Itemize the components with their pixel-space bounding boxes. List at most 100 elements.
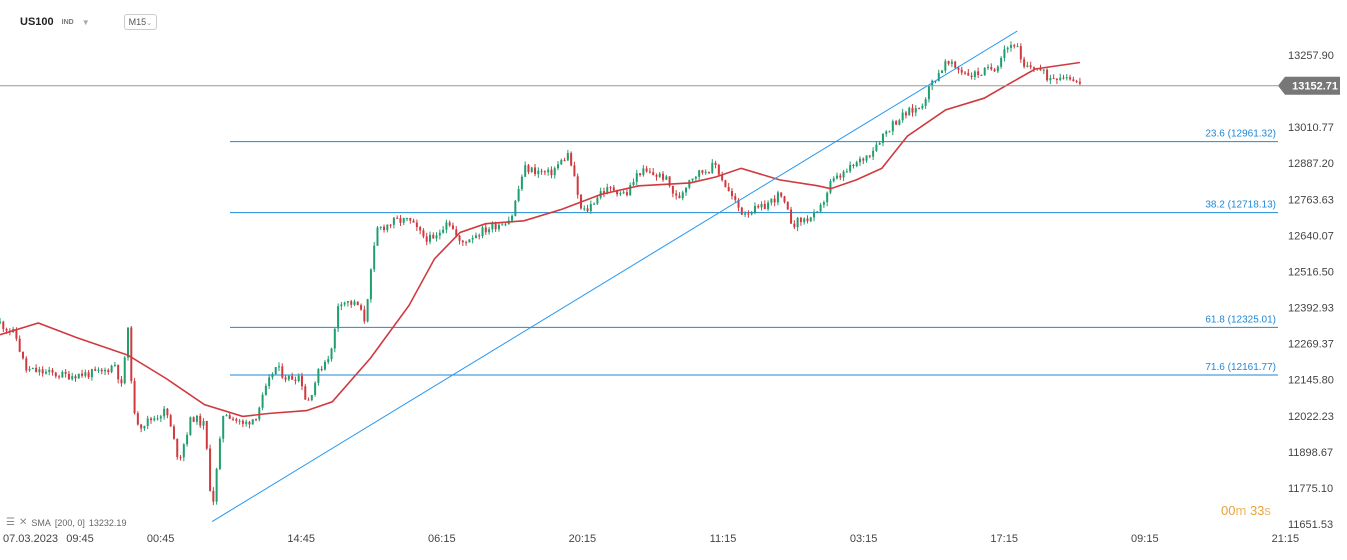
candle-body — [773, 198, 776, 203]
candle-body — [1029, 65, 1032, 68]
candle-body — [904, 112, 907, 116]
y-tick-label: 12269.37 — [1288, 339, 1334, 351]
candle-body — [337, 306, 340, 329]
candle-body — [120, 379, 123, 384]
candle-body — [606, 187, 609, 194]
candle-body — [806, 218, 809, 222]
candle-body — [386, 224, 389, 231]
candle-body — [642, 168, 645, 175]
y-tick-label: 12022.23 — [1288, 411, 1334, 423]
candle-body — [274, 367, 277, 375]
candle-body — [898, 120, 901, 125]
candle-body — [172, 426, 175, 439]
candle-body — [1062, 77, 1065, 79]
indicator-label: SMA — [31, 517, 51, 528]
candle-body — [908, 107, 911, 116]
candle-body — [648, 171, 651, 173]
timeframe-label: M15 — [128, 17, 147, 27]
candle-body — [678, 195, 681, 199]
candle-body — [964, 72, 967, 74]
candle-body — [918, 108, 921, 110]
candle-body — [241, 420, 244, 424]
candle-body — [212, 490, 215, 502]
candle-body — [740, 207, 743, 215]
candle-body — [511, 215, 514, 221]
candle-body — [1069, 77, 1072, 80]
candle-body — [691, 178, 694, 181]
candle-body — [977, 71, 980, 75]
candle-body — [373, 245, 376, 270]
candle-body — [300, 375, 303, 387]
candle-body — [704, 171, 707, 173]
candle-body — [622, 192, 625, 194]
candle-body — [484, 227, 487, 233]
candle-body — [1039, 68, 1042, 71]
candle-body — [127, 327, 130, 358]
candle-body — [294, 379, 297, 382]
candle-body — [287, 375, 290, 380]
candle-body — [215, 468, 218, 502]
y-tick-label: 12392.93 — [1288, 303, 1334, 315]
candle-body — [573, 165, 576, 177]
candle-body — [924, 99, 927, 106]
symbol-name[interactable]: US100 — [20, 16, 54, 28]
y-tick-label: 12516.50 — [1288, 266, 1334, 278]
x-tick-label: 11:15 — [710, 533, 737, 545]
candle-body — [67, 373, 70, 380]
candle-body — [767, 202, 770, 210]
candle-body — [671, 185, 674, 194]
chevron-down-icon[interactable]: ▼ — [81, 17, 90, 27]
candle-body — [458, 235, 461, 241]
candle-body — [504, 224, 507, 226]
candle-body — [90, 369, 93, 378]
candle-body — [468, 239, 471, 243]
price-axis: 13257.90 13010.77 12887.20 12763.63 12640.07… — [1288, 50, 1334, 531]
candle-body — [944, 61, 947, 71]
candle-body — [406, 218, 409, 220]
candle-body — [543, 171, 546, 173]
candle-body — [107, 369, 110, 373]
candle-body — [891, 121, 894, 132]
candle-body — [84, 372, 87, 376]
candle-body — [343, 302, 346, 305]
candle-body — [363, 309, 366, 322]
candle-body — [97, 369, 100, 371]
candle-body — [826, 192, 829, 203]
candle-body — [734, 196, 737, 200]
time-axis: 07.03.2023 09:45 00:45 14:45 06:15 20:15 11:15… — [3, 533, 1299, 545]
candle-body — [396, 217, 399, 219]
candle-body — [186, 435, 189, 445]
candle-body — [153, 418, 156, 421]
candle-body — [123, 357, 126, 384]
candle-body — [1049, 78, 1052, 81]
candle-body — [996, 66, 999, 72]
candle-body — [399, 218, 402, 223]
candle-body — [159, 416, 162, 419]
candle-body — [478, 235, 481, 237]
candle-body — [895, 121, 898, 125]
candle-body — [100, 369, 103, 372]
candle-body — [327, 359, 330, 362]
candle-body — [557, 164, 560, 169]
candle-body — [760, 203, 763, 208]
x-tick-label: 17:15 — [990, 533, 1018, 545]
candle-body — [222, 416, 225, 439]
candle-body — [297, 375, 300, 382]
candle-body — [744, 213, 747, 215]
candle-body — [202, 420, 205, 426]
list-icon[interactable]: ☰ — [6, 517, 15, 528]
candle-body — [957, 67, 960, 70]
candle-body — [163, 408, 166, 417]
candle-body — [530, 167, 533, 173]
candle-body — [461, 240, 464, 243]
candle-body — [360, 305, 363, 310]
x-tick-label: 09:15 — [1131, 533, 1159, 545]
timeframe-selector[interactable]: M15⌄ — [123, 14, 158, 30]
candle-body — [497, 224, 500, 230]
close-icon[interactable]: ✕ — [18, 517, 28, 528]
candle-body — [793, 223, 796, 228]
candle-body — [179, 457, 182, 459]
candle-body — [983, 67, 986, 76]
